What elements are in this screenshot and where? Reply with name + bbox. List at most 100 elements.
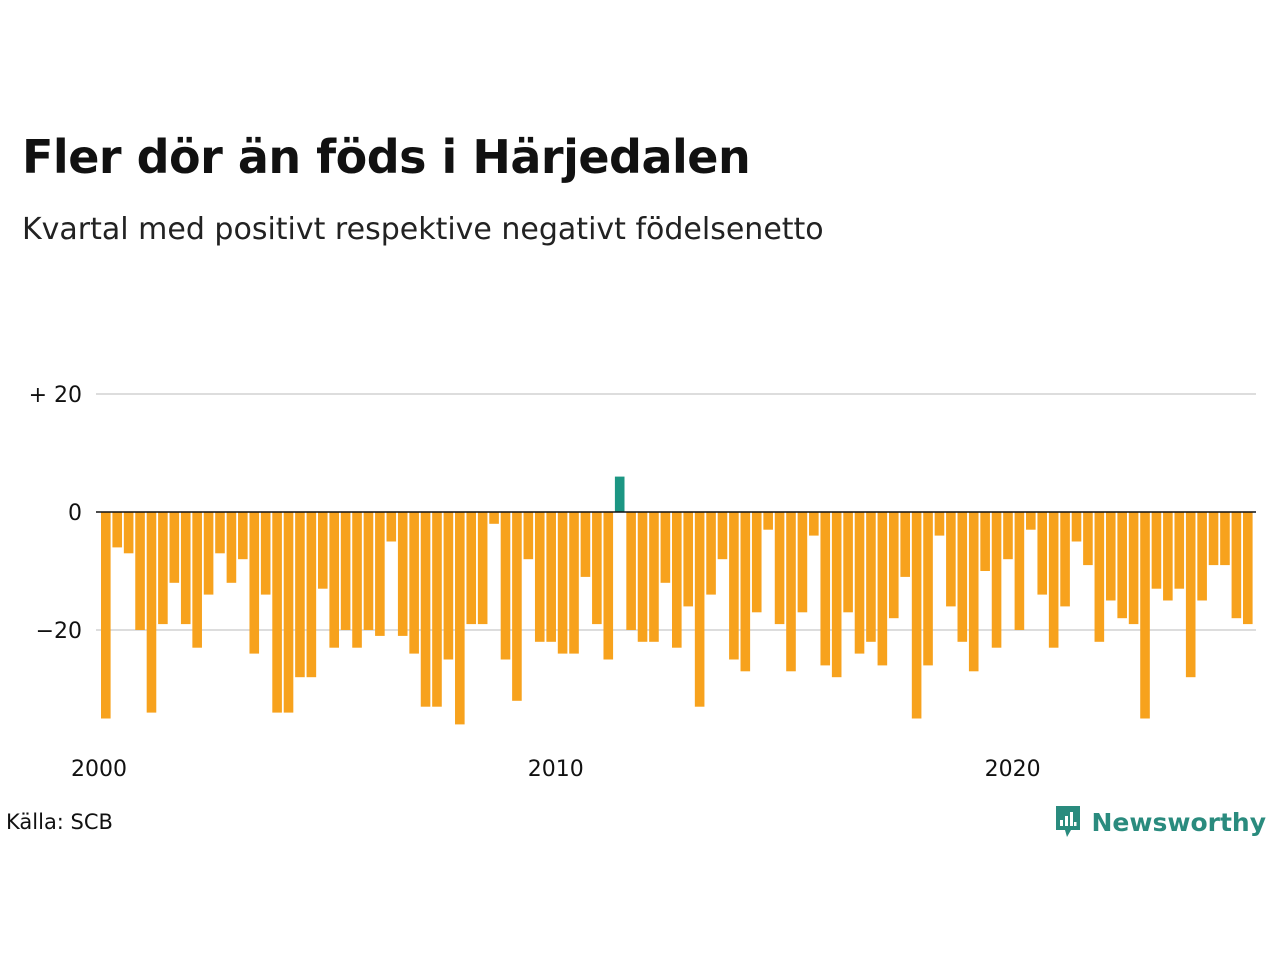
bar bbox=[649, 512, 659, 642]
brand-logo: Newsworthy bbox=[1054, 804, 1267, 840]
bar bbox=[900, 512, 910, 577]
bar bbox=[969, 512, 979, 671]
bar bbox=[592, 512, 602, 624]
bar bbox=[878, 512, 888, 665]
bar bbox=[946, 512, 956, 606]
bar bbox=[227, 512, 237, 583]
bar-chart: + 20 0 −20 2000 2010 2020 bbox=[0, 360, 1280, 800]
bar bbox=[1072, 512, 1082, 542]
bar bbox=[546, 512, 556, 642]
bar bbox=[923, 512, 933, 665]
bar bbox=[1243, 512, 1253, 624]
bar bbox=[181, 512, 191, 624]
bar bbox=[158, 512, 168, 624]
bar bbox=[364, 512, 374, 630]
bar bbox=[786, 512, 796, 671]
bar bbox=[809, 512, 819, 536]
y-tick-label: + 20 bbox=[29, 383, 82, 408]
bar bbox=[1015, 512, 1025, 630]
bar bbox=[512, 512, 522, 701]
bar bbox=[398, 512, 408, 636]
bar bbox=[466, 512, 476, 624]
bar bbox=[535, 512, 545, 642]
bar bbox=[204, 512, 214, 595]
bar bbox=[1186, 512, 1196, 677]
bar bbox=[1060, 512, 1070, 606]
bar bbox=[1140, 512, 1150, 719]
bar bbox=[741, 512, 751, 671]
bar bbox=[307, 512, 317, 677]
bar bbox=[489, 512, 499, 524]
bar bbox=[603, 512, 613, 660]
bar bbox=[261, 512, 271, 595]
bar bbox=[170, 512, 180, 583]
newsworthy-logo-icon bbox=[1054, 804, 1082, 840]
bar bbox=[318, 512, 328, 589]
bar bbox=[855, 512, 865, 654]
bar bbox=[501, 512, 511, 660]
bar bbox=[375, 512, 385, 636]
bar bbox=[147, 512, 157, 713]
bar bbox=[706, 512, 716, 595]
bar bbox=[832, 512, 842, 677]
y-tick-label: 0 bbox=[68, 501, 82, 526]
bar bbox=[1026, 512, 1036, 530]
bar bbox=[569, 512, 579, 654]
bar bbox=[889, 512, 899, 618]
bar bbox=[387, 512, 397, 542]
bar bbox=[1095, 512, 1105, 642]
bar bbox=[478, 512, 488, 624]
chart-title: Fler dör än föds i Härjedalen bbox=[22, 130, 750, 184]
bar bbox=[615, 477, 625, 512]
bar bbox=[215, 512, 225, 553]
bar bbox=[775, 512, 785, 624]
bar bbox=[192, 512, 202, 648]
x-tick-label: 2020 bbox=[985, 757, 1041, 782]
bar bbox=[101, 512, 111, 719]
bar bbox=[798, 512, 808, 612]
bar bbox=[238, 512, 248, 559]
source-note: Källa: SCB bbox=[6, 810, 113, 834]
bar bbox=[980, 512, 990, 571]
bar bbox=[912, 512, 922, 719]
bar bbox=[638, 512, 648, 642]
bar bbox=[1003, 512, 1013, 559]
bar bbox=[958, 512, 968, 642]
bar bbox=[124, 512, 134, 553]
bar bbox=[329, 512, 339, 648]
bar bbox=[1037, 512, 1047, 595]
bar bbox=[1232, 512, 1242, 618]
x-tick-label: 2010 bbox=[528, 757, 584, 782]
bar bbox=[843, 512, 853, 612]
bar bbox=[1106, 512, 1116, 601]
bar bbox=[626, 512, 636, 630]
bar bbox=[763, 512, 773, 530]
bar bbox=[672, 512, 682, 648]
bar bbox=[135, 512, 145, 630]
bar bbox=[1152, 512, 1162, 589]
bar bbox=[284, 512, 294, 713]
bar bbox=[992, 512, 1002, 648]
bar bbox=[683, 512, 693, 606]
bar bbox=[1220, 512, 1230, 565]
bar bbox=[866, 512, 876, 642]
bar bbox=[695, 512, 705, 707]
bar bbox=[112, 512, 122, 547]
bar bbox=[558, 512, 568, 654]
bar bbox=[1083, 512, 1093, 565]
bar bbox=[409, 512, 419, 654]
bar bbox=[444, 512, 454, 660]
bar bbox=[249, 512, 259, 654]
y-tick-label: −20 bbox=[36, 619, 82, 644]
bar bbox=[352, 512, 362, 648]
bar bbox=[1049, 512, 1059, 648]
bar bbox=[729, 512, 739, 660]
bar bbox=[1174, 512, 1184, 589]
bar bbox=[752, 512, 762, 612]
bar bbox=[1117, 512, 1127, 618]
bar bbox=[432, 512, 442, 707]
bar bbox=[1209, 512, 1219, 565]
bar bbox=[1163, 512, 1173, 601]
chart-subtitle: Kvartal med positivt respektive negativt… bbox=[22, 212, 824, 247]
bar bbox=[524, 512, 534, 559]
